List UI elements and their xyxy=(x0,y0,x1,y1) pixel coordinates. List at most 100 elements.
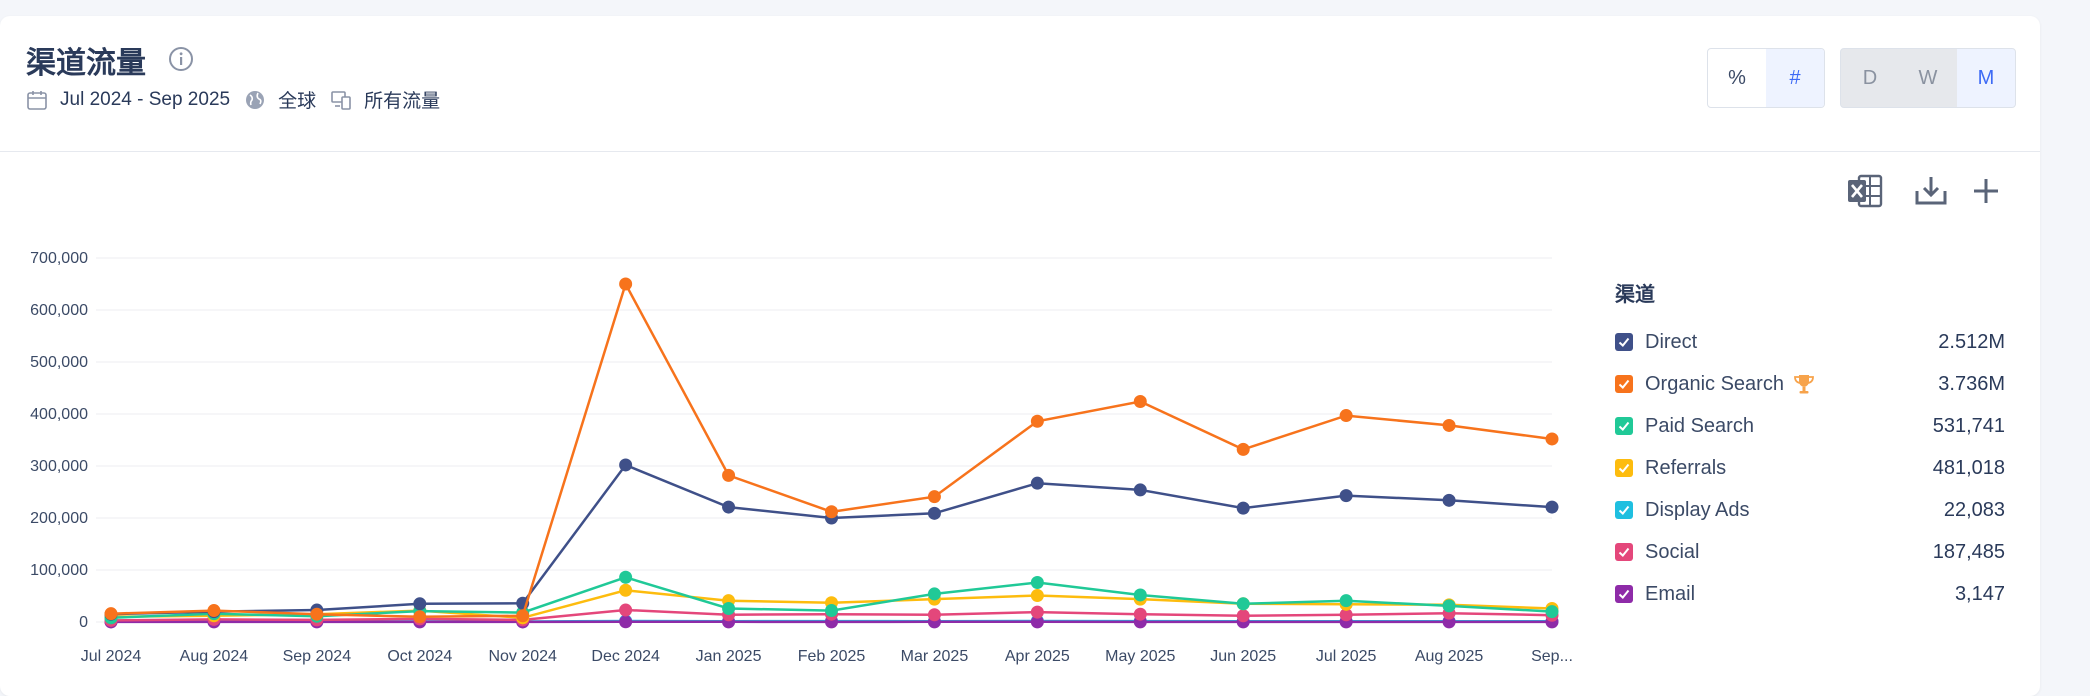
data-point[interactable] xyxy=(1031,415,1044,428)
data-point[interactable] xyxy=(619,584,632,597)
legend-item-name: Social xyxy=(1645,541,1699,564)
legend-item-name: Paid Search xyxy=(1645,415,1754,438)
data-point[interactable] xyxy=(825,604,838,617)
data-point[interactable] xyxy=(619,278,632,291)
x-tick-label: Oct 2024 xyxy=(387,648,452,665)
data-point[interactable] xyxy=(1340,489,1353,502)
data-point[interactable] xyxy=(928,490,941,503)
value-mode-toggle: % # xyxy=(1707,48,1825,108)
data-point[interactable] xyxy=(1237,443,1250,456)
y-tick-label: 600,000 xyxy=(30,302,88,319)
data-point[interactable] xyxy=(1340,409,1353,422)
legend-item-name: Referrals xyxy=(1645,457,1726,480)
legend-item[interactable]: Paid Search 531,741 xyxy=(1615,405,2005,447)
legend-item-name: Direct xyxy=(1645,331,1697,354)
data-point[interactable] xyxy=(516,609,529,622)
data-point[interactable] xyxy=(1546,432,1559,445)
data-point[interactable] xyxy=(1134,608,1147,621)
month-toggle[interactable]: M xyxy=(1957,49,2015,107)
checkbox-icon[interactable] xyxy=(1615,585,1633,603)
data-point[interactable] xyxy=(722,602,735,615)
checkbox-icon[interactable] xyxy=(1615,417,1633,435)
x-tick-label: Sep 2024 xyxy=(283,648,352,665)
x-tick-label: Nov 2024 xyxy=(488,648,557,665)
data-point[interactable] xyxy=(1031,606,1044,619)
data-point[interactable] xyxy=(1443,599,1456,612)
x-tick-label: Jan 2025 xyxy=(696,648,762,665)
series-line xyxy=(111,284,1552,617)
data-point[interactable] xyxy=(1443,494,1456,507)
data-point[interactable] xyxy=(1237,502,1250,515)
checkbox-icon[interactable] xyxy=(1615,459,1633,477)
data-point[interactable] xyxy=(619,458,632,471)
legend-title: 渠道 xyxy=(1615,278,2005,307)
download-icon[interactable] xyxy=(1913,171,1949,211)
x-tick-label: Aug 2025 xyxy=(1415,648,1484,665)
data-point[interactable] xyxy=(1134,395,1147,408)
legend-item-value: 3,147 xyxy=(1955,583,2005,606)
week-toggle[interactable]: W xyxy=(1899,49,1957,107)
data-point[interactable] xyxy=(1443,419,1456,432)
line-chart: 0100,000200,000300,000400,000500,000600,… xyxy=(0,16,1600,682)
number-toggle[interactable]: # xyxy=(1766,49,1824,107)
data-point[interactable] xyxy=(105,607,118,620)
data-point[interactable] xyxy=(722,501,735,514)
series-organic-search xyxy=(105,278,1559,624)
data-point[interactable] xyxy=(1031,576,1044,589)
data-point[interactable] xyxy=(722,469,735,482)
legend-item[interactable]: Organic Search 3.736M xyxy=(1615,363,2005,405)
data-point[interactable] xyxy=(1237,597,1250,610)
data-point[interactable] xyxy=(619,604,632,617)
y-tick-label: 700,000 xyxy=(30,250,88,267)
data-point[interactable] xyxy=(1031,477,1044,490)
y-tick-label: 500,000 xyxy=(30,354,88,371)
data-point[interactable] xyxy=(413,597,426,610)
data-point[interactable] xyxy=(1237,609,1250,622)
x-tick-label: Feb 2025 xyxy=(798,648,866,665)
y-tick-label: 300,000 xyxy=(30,458,88,475)
legend-item-value: 3.736M xyxy=(1938,373,2005,396)
data-point[interactable] xyxy=(825,505,838,518)
x-tick-label: Jul 2025 xyxy=(1316,648,1377,665)
excel-icon[interactable] xyxy=(1845,171,1885,211)
data-point[interactable] xyxy=(619,615,632,628)
y-tick-label: 200,000 xyxy=(30,510,88,527)
data-point[interactable] xyxy=(1340,594,1353,607)
data-point[interactable] xyxy=(1546,501,1559,514)
granularity-toggle: D W M xyxy=(1840,48,2016,108)
data-point[interactable] xyxy=(1031,589,1044,602)
x-tick-label: Jun 2025 xyxy=(1210,648,1276,665)
data-point[interactable] xyxy=(1134,483,1147,496)
data-point[interactable] xyxy=(928,608,941,621)
data-point[interactable] xyxy=(1546,605,1559,618)
x-tick-label: Dec 2024 xyxy=(591,648,660,665)
plus-icon[interactable] xyxy=(1970,171,2002,211)
checkbox-icon[interactable] xyxy=(1615,543,1633,561)
checkbox-icon[interactable] xyxy=(1615,333,1633,351)
x-tick-label: Aug 2024 xyxy=(180,648,249,665)
y-tick-label: 400,000 xyxy=(30,406,88,423)
y-tick-label: 100,000 xyxy=(30,562,88,579)
data-point[interactable] xyxy=(928,587,941,600)
data-point[interactable] xyxy=(310,608,323,621)
data-point[interactable] xyxy=(619,571,632,584)
data-point[interactable] xyxy=(928,507,941,520)
data-point[interactable] xyxy=(413,610,426,623)
legend-item-value: 531,741 xyxy=(1933,415,2005,438)
checkbox-icon[interactable] xyxy=(1615,501,1633,519)
traffic-channel-card: 渠道流量 Jul 2024 - Sep 2025 全球 xyxy=(0,16,2040,696)
day-toggle[interactable]: D xyxy=(1841,49,1899,107)
data-point[interactable] xyxy=(207,604,220,617)
x-tick-label: Mar 2025 xyxy=(901,648,969,665)
percent-toggle[interactable]: % xyxy=(1708,49,1766,107)
checkbox-icon[interactable] xyxy=(1615,375,1633,393)
x-tick-label: May 2025 xyxy=(1105,648,1175,665)
legend-item-name: Organic Search xyxy=(1645,373,1784,396)
data-point[interactable] xyxy=(1134,588,1147,601)
